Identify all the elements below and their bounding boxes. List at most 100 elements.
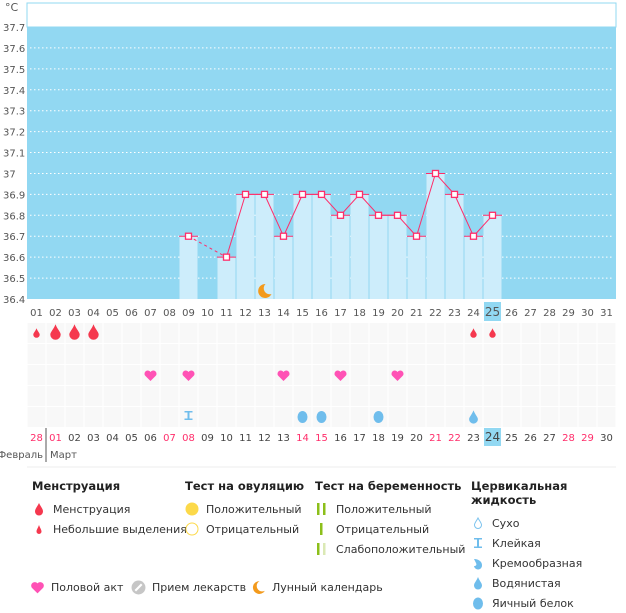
calendar-date: 17: [353, 433, 366, 444]
cycle-day-label: 25: [485, 305, 500, 319]
calendar-cell: [407, 407, 426, 427]
calendar-cell: [217, 365, 236, 385]
calendar-cell: [559, 386, 578, 406]
calendar-cell: [597, 365, 616, 385]
heart-icon: [182, 370, 195, 381]
calendar-cell: [578, 323, 597, 343]
temperature-point: [184, 232, 193, 240]
legend-title: Тест на овуляцию: [185, 479, 305, 493]
calendar-date: 26: [524, 433, 537, 444]
calendar-cell: [502, 323, 521, 343]
calendar-cell: [27, 365, 46, 385]
temperature-point: [279, 232, 288, 240]
calendar-date: 02: [68, 433, 81, 444]
calendar-date: 16: [334, 433, 347, 444]
calendar-cell: [141, 323, 160, 343]
calendar-cell: [540, 365, 559, 385]
menstruation-drop-icon: [88, 324, 99, 340]
temperature-bar: [426, 173, 445, 299]
cycle-day-label: 13: [258, 308, 271, 319]
eggwhite-icon: [297, 411, 308, 423]
positive-circle-icon: [185, 502, 199, 516]
calendar-cell: [160, 365, 179, 385]
temperature-line: [454, 194, 474, 237]
calendar-cell: [141, 407, 160, 427]
calendar-cell: [46, 386, 65, 406]
calendar-cell: [46, 344, 65, 364]
y-tick-label: 36.5: [3, 274, 25, 285]
calendar-cell: [540, 407, 559, 427]
calendar-cell: [198, 323, 217, 343]
cycle-day-label: 29: [562, 308, 575, 319]
calendar-cell: [350, 365, 369, 385]
cycle-day-label: 22: [429, 308, 442, 319]
calendar-cell: [540, 344, 559, 364]
calendar-cell: [217, 344, 236, 364]
eggwhite-icon: [373, 411, 384, 423]
two-lines-icon: [317, 503, 326, 515]
legend-pregnancy: Тест на беременность Положительный Отриц…: [315, 479, 465, 559]
calendar-date: 27: [543, 433, 556, 444]
temperature-bar: [217, 257, 236, 299]
calendar-date: 22: [448, 433, 461, 444]
pill-icon: [131, 580, 146, 595]
calendar-cell: [350, 344, 369, 364]
calendar-cell: [331, 407, 350, 427]
y-tick-label: 36.8: [3, 211, 25, 222]
negative-circle-icon: [185, 522, 199, 536]
calendar-cell: [236, 407, 255, 427]
cycle-day-label: 03: [68, 308, 81, 319]
calendar-cell: [521, 323, 540, 343]
small-drop-icon: [36, 525, 42, 534]
calendar-date: 19: [391, 433, 404, 444]
calendar-cell: [255, 407, 274, 427]
legend-label: Лунный календарь: [272, 581, 383, 594]
calendar-cell: [312, 323, 331, 343]
legend-title: Менструация: [32, 479, 121, 493]
calendar-cell: [426, 323, 445, 343]
calendar-cell: [445, 386, 464, 406]
legend-medication: Прием лекарств: [131, 580, 246, 595]
calendar-cell: [426, 344, 445, 364]
calendar-cell: [388, 386, 407, 406]
cycle-day-label: 05: [106, 308, 119, 319]
y-tick-label: 37.1: [3, 149, 25, 160]
calendar-cell: [27, 407, 46, 427]
heart-icon: [31, 582, 44, 594]
cycle-day-label: 20: [391, 308, 404, 319]
temperature-point: [469, 232, 478, 240]
today-highlight: [484, 428, 501, 446]
calendar-date: 21: [429, 433, 442, 444]
y-tick-label: 37.5: [3, 65, 25, 76]
temperature-bar: [236, 194, 255, 299]
legend-label: Половой акт: [51, 581, 124, 594]
cycle-day-label: 01: [30, 308, 43, 319]
calendar-cell: [179, 323, 198, 343]
calendar-cell: [312, 344, 331, 364]
calendar-cell: [46, 365, 65, 385]
calendar-date: 01: [49, 433, 62, 444]
calendar-cell: [84, 386, 103, 406]
bbt-chart: °C 36.4 36.5 36.6 36.7 36.8 36.9 37 37.1 37.2 37.3…: [0, 1, 617, 468]
calendar-cell: [312, 386, 331, 406]
calendar-cell: [369, 344, 388, 364]
legend-title: Тест на беременность: [315, 479, 462, 493]
y-tick-label: 36.6: [3, 253, 25, 264]
legend-label: Слабоположительный: [336, 542, 466, 556]
creamy-icon: [474, 559, 483, 570]
calendar-cell: [236, 386, 255, 406]
calendar-cell: [103, 365, 122, 385]
calendar-date: 03: [87, 433, 100, 444]
legend-label: Небольшие выделения: [53, 522, 187, 536]
calendar-cell: [160, 386, 179, 406]
calendar-cell: [502, 407, 521, 427]
spotting-drop-icon: [33, 328, 40, 338]
calendar-cell: [559, 323, 578, 343]
calendar-cell: [369, 323, 388, 343]
calendar-cell: [198, 386, 217, 406]
calendar-cell: [103, 386, 122, 406]
eggwhite-icon: [473, 597, 483, 610]
calendar-cell: [521, 407, 540, 427]
calendar-date: 20: [410, 433, 423, 444]
calendar-date: 13: [277, 433, 290, 444]
